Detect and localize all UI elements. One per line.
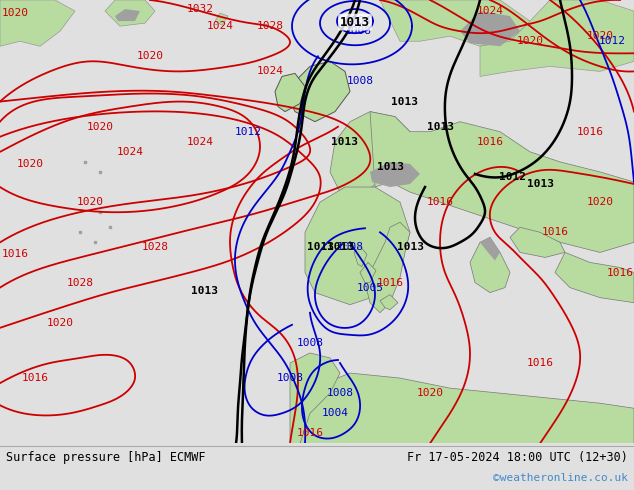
Text: 1013: 1013 bbox=[526, 179, 553, 189]
Polygon shape bbox=[365, 222, 410, 313]
Polygon shape bbox=[305, 187, 410, 305]
Text: 1020: 1020 bbox=[86, 122, 113, 132]
Text: 1012: 1012 bbox=[598, 36, 626, 46]
Text: 1013: 1013 bbox=[191, 286, 219, 295]
Text: 1024: 1024 bbox=[186, 137, 214, 147]
Polygon shape bbox=[470, 237, 510, 293]
Text: 1016: 1016 bbox=[377, 277, 403, 288]
Text: 1016: 1016 bbox=[477, 137, 503, 147]
Text: 1008: 1008 bbox=[297, 338, 323, 348]
Text: 1013: 1013 bbox=[327, 243, 354, 252]
Polygon shape bbox=[105, 0, 155, 26]
Text: 1013: 1013 bbox=[332, 137, 358, 147]
Text: 1013: 1013 bbox=[377, 162, 403, 172]
Text: 1024: 1024 bbox=[117, 147, 143, 157]
Text: 1020: 1020 bbox=[1, 8, 29, 18]
Text: 1008: 1008 bbox=[337, 243, 363, 252]
Text: 1016: 1016 bbox=[22, 373, 48, 383]
Text: 1024: 1024 bbox=[257, 66, 283, 76]
Text: 1028: 1028 bbox=[257, 21, 283, 31]
Polygon shape bbox=[354, 246, 367, 267]
Text: 1016: 1016 bbox=[541, 227, 569, 237]
Text: 1008: 1008 bbox=[276, 373, 304, 383]
Text: 1020: 1020 bbox=[77, 197, 103, 207]
Text: 1008: 1008 bbox=[344, 26, 372, 36]
Text: Surface pressure [hPa] ECMWF: Surface pressure [hPa] ECMWF bbox=[6, 451, 205, 464]
Polygon shape bbox=[215, 13, 228, 25]
Text: 1013: 1013 bbox=[427, 122, 453, 132]
Text: 1020: 1020 bbox=[417, 388, 444, 398]
Text: 1013: 1013 bbox=[340, 16, 370, 28]
Text: 1024: 1024 bbox=[207, 21, 233, 31]
Text: 1020: 1020 bbox=[517, 36, 543, 46]
Polygon shape bbox=[480, 237, 500, 261]
Polygon shape bbox=[290, 353, 340, 443]
Polygon shape bbox=[370, 162, 420, 187]
Text: 1016: 1016 bbox=[526, 358, 553, 368]
Polygon shape bbox=[330, 112, 410, 192]
Text: 1016: 1016 bbox=[576, 127, 604, 137]
Text: 1016: 1016 bbox=[297, 428, 323, 439]
Polygon shape bbox=[290, 61, 350, 122]
Text: ©weatheronline.co.uk: ©weatheronline.co.uk bbox=[493, 473, 628, 483]
Polygon shape bbox=[275, 74, 305, 112]
Text: Fr 17-05-2024 18:00 UTC (12+30): Fr 17-05-2024 18:00 UTC (12+30) bbox=[407, 451, 628, 464]
Polygon shape bbox=[555, 252, 634, 303]
Text: 1008: 1008 bbox=[327, 388, 354, 398]
Text: 1012: 1012 bbox=[235, 127, 261, 137]
Text: 1020: 1020 bbox=[46, 318, 74, 328]
Polygon shape bbox=[510, 227, 565, 257]
Text: 1016: 1016 bbox=[607, 268, 633, 277]
Polygon shape bbox=[360, 263, 376, 283]
Text: 1016: 1016 bbox=[1, 249, 29, 259]
Polygon shape bbox=[370, 112, 634, 252]
Text: 1020: 1020 bbox=[586, 31, 614, 41]
Polygon shape bbox=[380, 0, 530, 46]
Polygon shape bbox=[300, 373, 634, 443]
Text: 1013: 1013 bbox=[396, 243, 424, 252]
Text: 1020: 1020 bbox=[136, 51, 164, 61]
Polygon shape bbox=[0, 0, 75, 46]
Polygon shape bbox=[380, 294, 398, 310]
Text: 1004: 1004 bbox=[321, 408, 349, 418]
Polygon shape bbox=[460, 11, 520, 46]
Text: 1016: 1016 bbox=[427, 197, 453, 207]
Text: 1012: 1012 bbox=[498, 172, 526, 182]
Text: 1005: 1005 bbox=[356, 283, 384, 293]
Text: 1028: 1028 bbox=[141, 243, 169, 252]
Text: 1008: 1008 bbox=[347, 76, 373, 86]
Text: 1020: 1020 bbox=[586, 197, 614, 207]
Text: 1028: 1028 bbox=[67, 277, 93, 288]
Polygon shape bbox=[115, 9, 140, 21]
Text: 1013: 1013 bbox=[392, 97, 418, 106]
Text: 1024: 1024 bbox=[477, 6, 503, 16]
Text: 1032: 1032 bbox=[186, 4, 214, 14]
Polygon shape bbox=[480, 0, 634, 76]
Text: 1004: 1004 bbox=[344, 16, 372, 26]
Text: 1020: 1020 bbox=[16, 159, 44, 169]
Text: 1013: 1013 bbox=[306, 243, 333, 252]
